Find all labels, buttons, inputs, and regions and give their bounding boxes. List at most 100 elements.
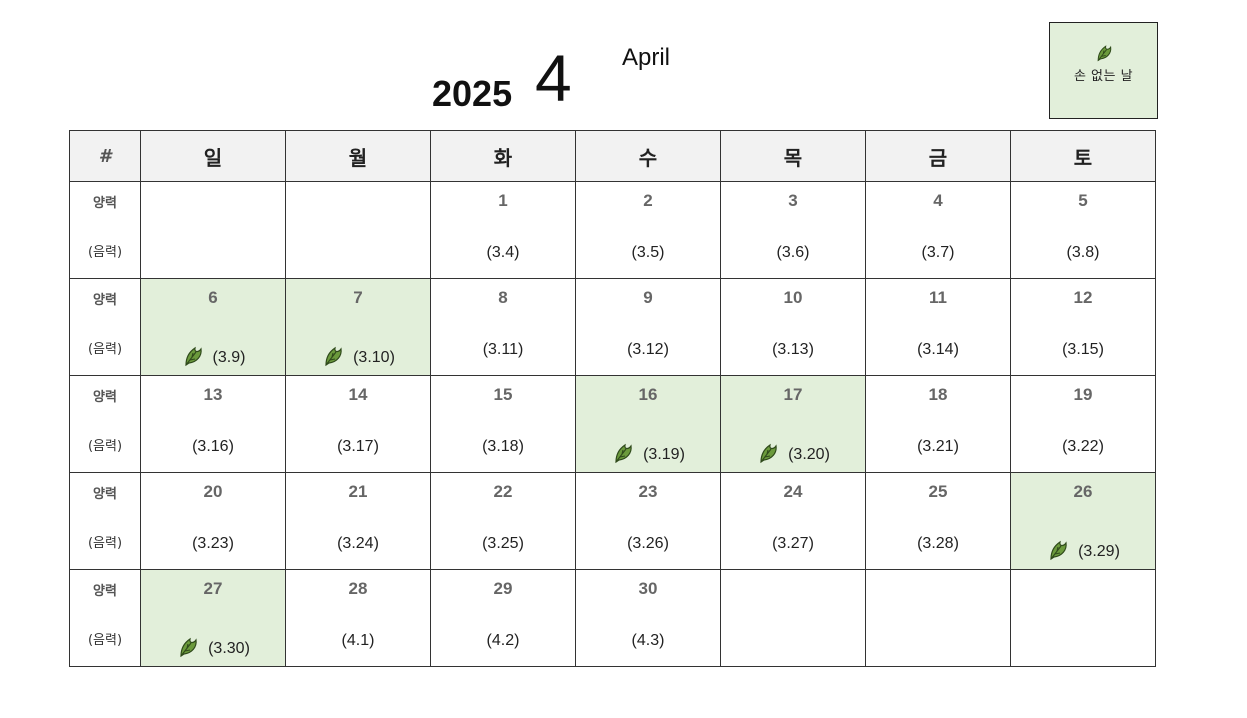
solar-day: 6 xyxy=(208,288,218,307)
lunar-date: (3.26) xyxy=(576,535,720,553)
lunar-date-text: (4.2) xyxy=(486,632,520,649)
lunar-date: (3.19) xyxy=(576,441,720,465)
lunar-date-text: (3.20) xyxy=(788,446,830,463)
solar-day: 10 xyxy=(783,288,803,307)
lunar-date: (3.25) xyxy=(431,535,575,553)
solar-day: 19 xyxy=(1073,385,1093,404)
week-row: 양력 (음력) 27 (3.30) 28 (4.1) 29 (4.2) 30 (4.3) xyxy=(69,569,1156,667)
leaf-icon xyxy=(760,443,777,464)
solar-day: 15 xyxy=(493,385,513,404)
day-cell-20[interactable]: 20 (3.23) xyxy=(140,472,286,570)
day-cell-4[interactable]: 4 (3.7) xyxy=(865,181,1011,279)
lunar-date-text: (3.23) xyxy=(192,535,234,552)
lunar-date: (3.24) xyxy=(286,535,430,553)
day-cell-25[interactable]: 25 (3.28) xyxy=(865,472,1011,570)
lunar-date: (4.1) xyxy=(286,632,430,650)
day-cell-22[interactable]: 22 (3.25) xyxy=(430,472,576,570)
header-thu: 목 xyxy=(720,130,866,182)
day-cell-10[interactable]: 10 (3.13) xyxy=(720,278,866,376)
header-mon: 월 xyxy=(285,130,431,182)
leaf-icon xyxy=(180,637,197,658)
solar-day: 3 xyxy=(788,191,798,210)
lunar-date-text: (3.6) xyxy=(776,244,810,261)
day-cell-8[interactable]: 8 (3.11) xyxy=(430,278,576,376)
lunar-date: (3.16) xyxy=(141,438,285,456)
solar-day: 28 xyxy=(348,579,368,598)
solar-label: 양력 xyxy=(93,487,117,502)
day-cell-29[interactable]: 29 (4.2) xyxy=(430,569,576,667)
lunar-date: (3.23) xyxy=(141,535,285,553)
solar-label: 양력 xyxy=(93,390,117,405)
lunar-date-text: (3.19) xyxy=(643,446,685,463)
lunar-date: (3.14) xyxy=(866,341,1010,359)
lunar-date-text: (4.3) xyxy=(631,632,665,649)
empty-cell-sat xyxy=(1010,569,1156,667)
row-label-cell: 양력 (음력) xyxy=(69,375,141,473)
day-cell-24[interactable]: 24 (3.27) xyxy=(720,472,866,570)
solar-day: 11 xyxy=(929,288,947,307)
day-cell-26[interactable]: 26 (3.29) xyxy=(1010,472,1156,570)
lunar-date: (3.22) xyxy=(1011,438,1155,456)
solar-day: 22 xyxy=(493,482,513,501)
solar-day: 1 xyxy=(498,191,508,210)
day-cell-11[interactable]: 11 (3.14) xyxy=(865,278,1011,376)
lunar-label: (음력) xyxy=(87,439,123,454)
day-cell-16[interactable]: 16 (3.19) xyxy=(575,375,721,473)
solar-day: 5 xyxy=(1078,191,1088,210)
header-hash: # xyxy=(69,130,141,182)
solar-day: 17 xyxy=(783,385,803,404)
leaf-icon xyxy=(1097,45,1111,62)
solar-day: 27 xyxy=(203,579,223,598)
day-cell-19[interactable]: 19 (3.22) xyxy=(1010,375,1156,473)
lunar-date: (3.5) xyxy=(576,244,720,262)
day-cell-18[interactable]: 18 (3.21) xyxy=(865,375,1011,473)
lunar-date: (3.6) xyxy=(721,244,865,262)
lunar-date-text: (3.10) xyxy=(353,349,395,366)
day-cell-6[interactable]: 6 (3.9) xyxy=(140,278,286,376)
day-cell-13[interactable]: 13 (3.16) xyxy=(140,375,286,473)
solar-day: 26 xyxy=(1073,482,1093,501)
calendar-table: # 일 월 화 수 목 금 토 양력 (음력) 1 (3.4) 2 (3.5) 3 (3.6)… xyxy=(69,130,1156,667)
solar-day: 24 xyxy=(783,482,803,501)
solar-label: 양력 xyxy=(93,196,117,211)
day-cell-15[interactable]: 15 (3.18) xyxy=(430,375,576,473)
day-cell-23[interactable]: 23 (3.26) xyxy=(575,472,721,570)
lunar-date-text: (3.15) xyxy=(1062,341,1104,358)
empty-cell-sun xyxy=(140,181,286,279)
header-sun: 일 xyxy=(140,130,286,182)
lunar-label: (음력) xyxy=(87,245,123,260)
lunar-date: (3.20) xyxy=(721,441,865,465)
day-cell-28[interactable]: 28 (4.1) xyxy=(285,569,431,667)
lunar-date-text: (3.16) xyxy=(192,438,234,455)
lunar-date-text: (3.11) xyxy=(482,341,524,358)
lunar-date: (3.30) xyxy=(141,635,285,659)
row-label-cell: 양력 (음력) xyxy=(69,569,141,667)
day-cell-21[interactable]: 21 (3.24) xyxy=(285,472,431,570)
day-cell-2[interactable]: 2 (3.5) xyxy=(575,181,721,279)
leaf-icon xyxy=(184,346,202,367)
lunar-date-text: (3.27) xyxy=(772,535,814,552)
day-cell-12[interactable]: 12 (3.15) xyxy=(1010,278,1156,376)
solar-day: 9 xyxy=(643,288,653,307)
lunar-date: (3.10) xyxy=(286,344,430,368)
day-cell-1[interactable]: 1 (3.4) xyxy=(430,181,576,279)
day-cell-27[interactable]: 27 (3.30) xyxy=(140,569,286,667)
solar-label: 양력 xyxy=(93,293,117,308)
day-cell-9[interactable]: 9 (3.12) xyxy=(575,278,721,376)
lunar-label: (음력) xyxy=(87,633,123,648)
day-cell-14[interactable]: 14 (3.17) xyxy=(285,375,431,473)
weekday-header-row: # 일 월 화 수 목 금 토 xyxy=(69,130,1156,182)
lunar-date: (3.21) xyxy=(866,438,1010,456)
lunar-date: (4.3) xyxy=(576,632,720,650)
day-cell-3[interactable]: 3 (3.6) xyxy=(720,181,866,279)
lunar-date-text: (3.26) xyxy=(627,535,669,552)
lunar-date-text: (3.7) xyxy=(921,244,955,261)
day-cell-30[interactable]: 30 (4.3) xyxy=(575,569,721,667)
day-cell-7[interactable]: 7 (3.10) xyxy=(285,278,431,376)
lunar-date: (3.28) xyxy=(866,535,1010,553)
header-fri: 금 xyxy=(865,130,1011,182)
day-cell-17[interactable]: 17 (3.20) xyxy=(720,375,866,473)
day-cell-5[interactable]: 5 (3.8) xyxy=(1010,181,1156,279)
lunar-label: (음력) xyxy=(87,342,123,357)
solar-day: 2 xyxy=(643,191,653,210)
